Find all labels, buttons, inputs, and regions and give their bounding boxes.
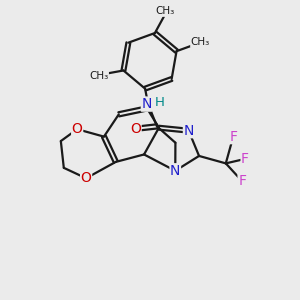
Text: O: O <box>81 171 92 185</box>
Text: CH₃: CH₃ <box>191 37 210 47</box>
Text: H: H <box>154 96 164 110</box>
Text: N: N <box>170 164 181 178</box>
Text: F: F <box>229 130 237 144</box>
Text: O: O <box>72 122 83 136</box>
Text: CH₃: CH₃ <box>89 71 108 81</box>
Text: F: F <box>238 174 246 188</box>
Text: N: N <box>184 124 194 138</box>
Text: CH₃: CH₃ <box>156 6 175 16</box>
Text: F: F <box>241 152 249 166</box>
Text: O: O <box>130 122 141 136</box>
Text: N: N <box>141 97 152 111</box>
